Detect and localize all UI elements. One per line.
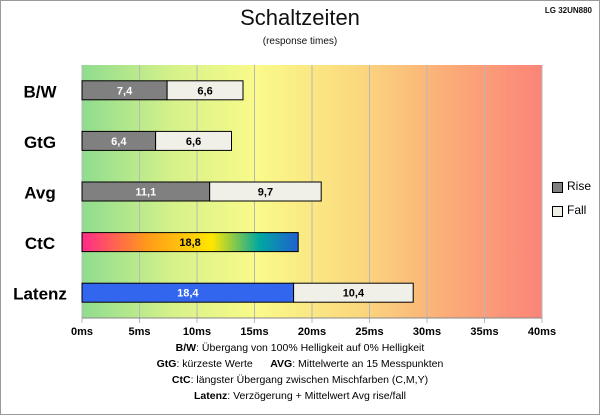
bar-label-fall: 6,6	[197, 85, 212, 97]
x-tick-label: 30ms	[413, 326, 441, 338]
model-label: LG 32UN880	[544, 6, 592, 15]
note-key-latenz: Latenz	[194, 390, 228, 402]
bar-fall	[155, 130, 233, 151]
x-tick-label: 0ms	[71, 326, 93, 338]
x-tick-label: 40ms	[528, 326, 556, 338]
note-line-latenz: Latenz: Verzögerung + Mittelwert Avg ris…	[0, 388, 600, 404]
category-label: CtC	[25, 234, 55, 253]
note-line-ctc: CtC: längster Übergang zwischen Mischfar…	[0, 372, 600, 388]
bars: 7,4 6,6 6,4 6,6 11,1 9,7 18,8 18,4 10,4	[81, 80, 414, 303]
notes: B/W: Übergang von 100% Helligkeit auf 0%…	[0, 340, 600, 404]
bar-fall	[209, 181, 322, 202]
note-key-avg: AVG	[270, 358, 293, 370]
chart-title: Schaltzeiten	[240, 5, 360, 30]
bar-fall	[166, 80, 244, 101]
x-tick-label: 15ms	[240, 326, 268, 338]
note-line-gtg-avg: GtG: kürzeste Werte AVG: Mittelwerte an …	[0, 356, 600, 372]
legend-label-fall: Fall	[567, 203, 587, 217]
category-labels: B/W GtG Avg CtC Latenz	[13, 82, 67, 303]
bar-label-fall: 10,4	[343, 288, 365, 300]
note-key-gtg: GtG	[156, 358, 177, 370]
note-key-bw: B/W	[175, 342, 197, 354]
bar-label-rise: 11,1	[135, 187, 156, 199]
bar-label-fall: 6,6	[186, 136, 201, 148]
x-tick-label: 35ms	[470, 326, 498, 338]
bar-label-rise: 18,8	[179, 237, 200, 249]
note-text-latenz: : Verzögerung + Mittelwert Avg rise/fall	[227, 390, 406, 402]
bar-label-rise: 18,4	[177, 288, 199, 300]
bar-label-rise: 6,4	[111, 136, 127, 148]
category-label: B/W	[23, 82, 57, 101]
note-text-avg: : Mittelwerte an 15 Messpunkten	[292, 358, 444, 370]
note-key-ctc: CtC	[171, 374, 191, 386]
legend-label-rise: Rise	[567, 179, 592, 193]
x-tick-label: 10ms	[183, 326, 211, 338]
legend-swatch-fall	[552, 206, 563, 217]
bar-rise	[81, 232, 299, 253]
chart-subtitle: (response times)	[262, 36, 338, 47]
x-tick-label: 25ms	[355, 326, 383, 338]
note-text-gtg: : kürzeste Werte	[176, 358, 253, 370]
note-text-bw: : Übergang von 100% Helligkeit auf 0% He…	[196, 342, 425, 354]
x-tick-labels: 0ms 5ms 10ms 15ms 20ms 25ms 30ms 35ms 40ms	[71, 326, 556, 338]
bar-label-fall: 9,7	[258, 187, 273, 199]
legend-swatch-rise	[552, 182, 563, 193]
x-tick-label: 20ms	[298, 326, 326, 338]
category-label: Latenz	[13, 285, 67, 304]
note-line-bw: B/W: Übergang von 100% Helligkeit auf 0%…	[0, 340, 600, 356]
category-label: GtG	[24, 133, 56, 152]
category-label: Avg	[24, 184, 56, 203]
bar-fall	[293, 282, 414, 303]
x-tick-label: 5ms	[128, 326, 150, 338]
note-text-ctc: : längster Übergang zwischen Mischfarben…	[190, 374, 429, 386]
bar-label-rise: 7,4	[117, 85, 133, 97]
